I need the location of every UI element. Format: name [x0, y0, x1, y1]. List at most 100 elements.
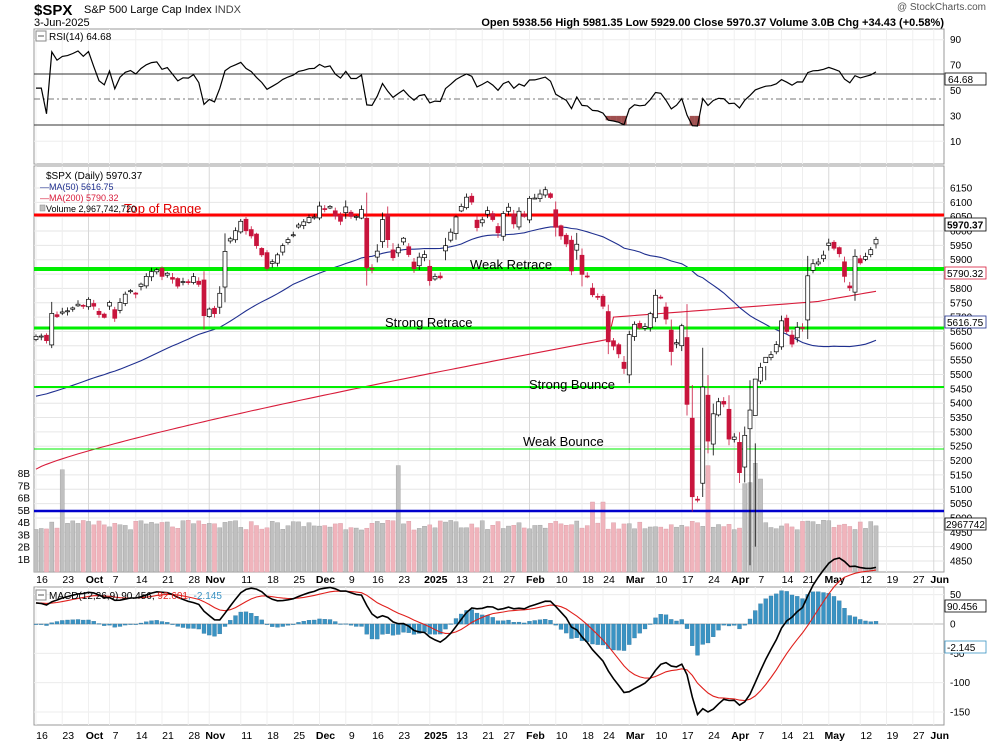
- candle: [175, 277, 181, 289]
- volume-bar: [779, 525, 784, 573]
- candle: [794, 322, 800, 343]
- candle-body: [637, 323, 643, 329]
- volume-bar: [416, 528, 422, 573]
- candle-body: [479, 219, 485, 224]
- candle-body: [75, 303, 81, 307]
- volume-bar: [474, 527, 480, 573]
- candle-body: [821, 254, 826, 260]
- candle-body: [784, 317, 790, 332]
- candle-body: [327, 206, 333, 209]
- date-tick-label: 21: [482, 574, 494, 586]
- candle-body: [852, 255, 858, 293]
- rsi-tick-label: 70: [950, 61, 962, 72]
- candle-body: [506, 206, 511, 212]
- date-tick-label: 11: [241, 574, 252, 586]
- candle: [726, 395, 732, 446]
- volume-bar: [112, 523, 118, 573]
- candle: [196, 277, 202, 287]
- candle: [290, 231, 296, 238]
- volume-bar: [301, 526, 307, 573]
- date-tick-label: 12: [860, 574, 872, 586]
- candle: [159, 266, 165, 281]
- candle: [259, 247, 265, 257]
- candle: [747, 380, 753, 566]
- date-tick-label: 16: [372, 730, 384, 742]
- candle-body: [653, 294, 658, 319]
- candle: [437, 272, 443, 280]
- date-tick-label: 10: [556, 574, 568, 586]
- level-annotation: Weak Retrace: [470, 257, 552, 272]
- candle: [143, 273, 149, 289]
- macd-hist-bar: [54, 621, 60, 625]
- candle: [227, 236, 233, 244]
- volume-bars: [33, 463, 879, 573]
- macd-hist-bar: [375, 623, 380, 640]
- macd-hist-bar: [800, 598, 805, 625]
- candle-body: [737, 442, 742, 473]
- candle: [401, 237, 406, 246]
- candle: [65, 307, 70, 316]
- date-tick-label: 17: [682, 730, 694, 742]
- rsi-tick-label: 50: [950, 86, 962, 97]
- candle: [826, 238, 832, 251]
- candle: [411, 257, 417, 273]
- date-tick-label: 17: [682, 574, 694, 586]
- candle-body: [280, 245, 286, 253]
- macd-hist-bar: [317, 618, 322, 625]
- macd-tick-label: 0: [950, 620, 956, 631]
- candle: [605, 304, 611, 355]
- volume-bar: [632, 528, 637, 573]
- volume-bar: [558, 523, 564, 573]
- candle: [647, 311, 653, 332]
- volume-bar: [695, 522, 700, 573]
- candle-body: [763, 356, 769, 364]
- candle: [107, 300, 112, 310]
- rsi-oversold-fill: [605, 115, 701, 126]
- volume-last-label: 2967742: [946, 520, 985, 531]
- macd-hist-bar: [39, 623, 44, 625]
- volume-bar: [873, 525, 879, 573]
- candle: [810, 259, 816, 274]
- candle-body: [563, 234, 569, 245]
- volume-bar: [227, 521, 233, 573]
- macd-hist-bar: [737, 623, 742, 630]
- macd-hist-bar: [264, 623, 270, 625]
- candle-body: [149, 271, 154, 278]
- volume-bar: [348, 527, 354, 573]
- macd-hist-bar: [711, 623, 716, 637]
- volume-bar: [663, 528, 669, 573]
- candle-body: [348, 211, 354, 217]
- candle-body: [254, 233, 259, 247]
- macd-hist-bar: [96, 623, 102, 625]
- candle-body: [416, 256, 422, 267]
- candle: [322, 205, 328, 213]
- volume-bar: [453, 521, 459, 573]
- date-tick-label: 7: [113, 574, 119, 586]
- macd-hist-bar: [201, 623, 207, 634]
- macd-hist-bar: [301, 620, 306, 625]
- date-tick-label: Apr: [731, 574, 749, 586]
- candle-body: [847, 285, 853, 289]
- date-tick-label: 27: [913, 574, 925, 586]
- candle-body: [285, 239, 291, 243]
- macd-hist-bar: [102, 623, 107, 626]
- candle: [453, 215, 459, 240]
- date-tick-label: 14: [136, 730, 148, 742]
- candle: [154, 268, 160, 275]
- macd-hist-bar: [616, 623, 621, 651]
- macd-title: MACD(12,26,9) 90.456, 92.601, -2.145: [49, 591, 222, 602]
- candle: [821, 250, 826, 262]
- candle: [658, 294, 664, 300]
- macd-histogram: [33, 590, 879, 656]
- candle-body: [296, 224, 301, 228]
- candle: [542, 186, 548, 198]
- macd-hist-bar: [170, 623, 175, 625]
- candle-body: [495, 226, 501, 234]
- candle: [38, 333, 44, 341]
- date-tick-label: May: [825, 574, 846, 586]
- price-tick-label: 4950: [950, 528, 973, 539]
- volume-bar: [831, 527, 837, 573]
- candle: [700, 347, 706, 497]
- candle: [327, 204, 333, 210]
